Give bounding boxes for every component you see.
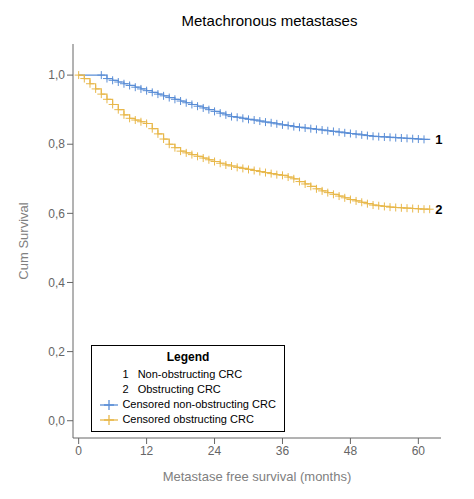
html-text:1 Non-obstructing CRC: 1 Non-obstructing CRC (122, 368, 243, 380)
html-text:Legend: Legend (166, 350, 210, 364)
svg-text:2: 2 (435, 202, 442, 217)
svg-text:0: 0 (75, 444, 82, 458)
svg-text:Cum Survival: Cum Survival (16, 202, 31, 279)
svg-text:0,4: 0,4 (48, 276, 65, 290)
html-text:Censored non-obstructing CRC: Censored non-obstructing CRC (122, 398, 276, 410)
svg-text:0,8: 0,8 (48, 137, 65, 151)
svg-text:1,0: 1,0 (48, 68, 65, 82)
svg-text:12: 12 (140, 444, 154, 458)
svg-text:0,0: 0,0 (48, 414, 65, 428)
svg-text:Metastase free survival (month: Metastase free survival (months) (163, 469, 352, 484)
html-text:2 Obstructing CRC: 2 Obstructing CRC (122, 383, 221, 395)
svg-text:0,2: 0,2 (48, 345, 65, 359)
svg-text:1: 1 (435, 132, 442, 147)
svg-text:0,6: 0,6 (48, 207, 65, 221)
html-text:Censored obstructing CRC: Censored obstructing CRC (122, 413, 254, 425)
svg-text:48: 48 (344, 444, 358, 458)
html-text:Metachronous metastases: Metachronous metastases (181, 12, 358, 29)
svg-text:24: 24 (208, 444, 222, 458)
svg-text:36: 36 (276, 444, 290, 458)
svg-text:60: 60 (412, 444, 426, 458)
